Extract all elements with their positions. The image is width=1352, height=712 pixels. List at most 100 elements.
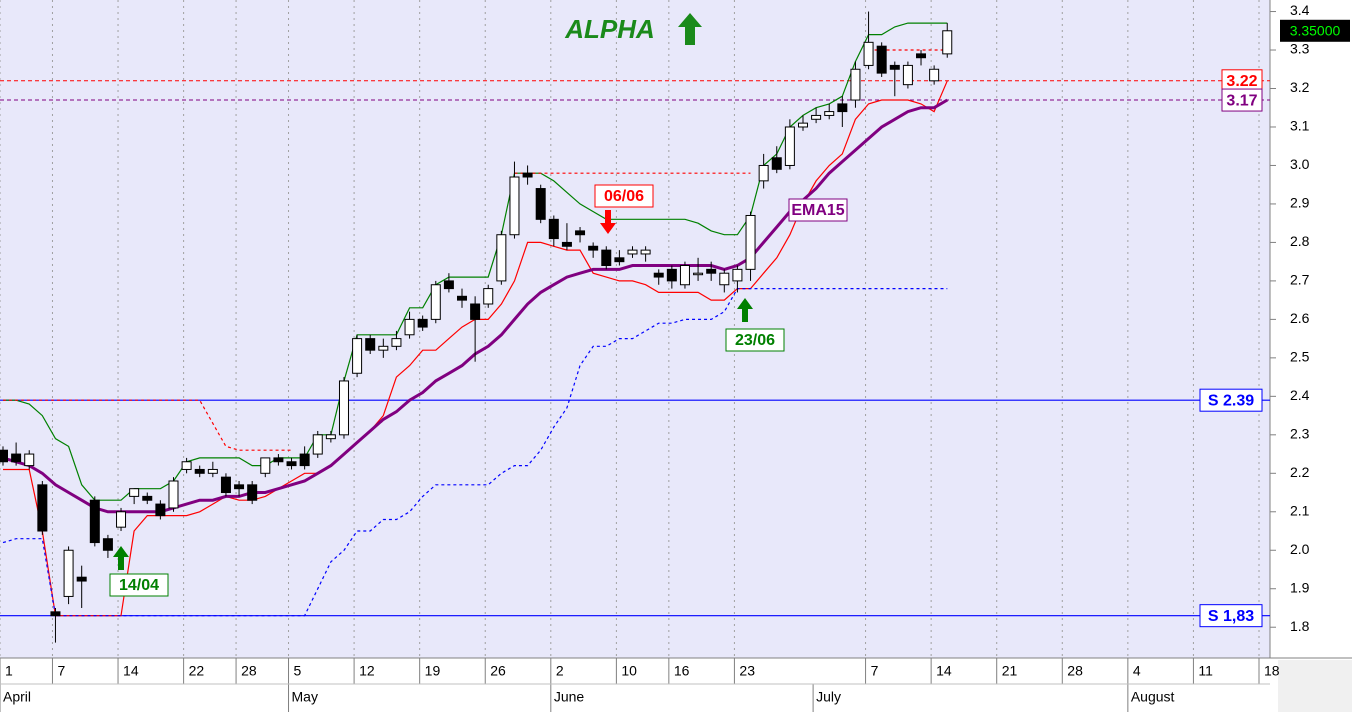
candle-body [561,241,572,247]
candle-body [116,511,127,528]
indicator-line [3,399,292,451]
y-tick-label: 3.3 [1290,41,1310,57]
level-label-box [1199,388,1263,412]
candle-body [653,272,664,278]
month-label: May [292,689,318,705]
candle-body [378,345,389,351]
x-tick-label: 5 [294,663,302,679]
y-tick-label: 1.9 [1290,579,1310,595]
candle-body [575,230,586,236]
level-label: 3.22 [1226,73,1257,90]
x-tick-label: 21 [1002,663,1018,679]
x-tick-label: 7 [871,663,879,679]
annotation-label: 06/06 [604,188,644,205]
candle-body [916,53,927,59]
annotation-arrow [600,210,616,234]
candle-body [929,68,940,82]
x-tick-label: 16 [674,663,690,679]
x-tick-label: 2 [556,663,564,679]
annotation-label: EMA15 [791,202,844,219]
candle-body [889,64,900,70]
candle-body [679,265,690,286]
candle-body [850,68,861,101]
last-price-label: 3.35000 [1290,22,1341,38]
candle-body [876,45,887,74]
candle-body [338,380,349,436]
y-tick-label: 3.1 [1290,118,1310,134]
candle-body [824,111,835,116]
candle-body [234,484,245,490]
candle-body [457,295,468,301]
month-label: June [554,689,585,705]
title-arrow [678,13,702,45]
candle-body [102,538,113,551]
candle-body [207,468,218,474]
annotation-label: 14/04 [119,577,159,594]
candle-body [902,64,913,86]
x-tick-label: 4 [1133,663,1141,679]
candle-body [24,453,35,467]
y-tick-label: 2.6 [1290,310,1310,326]
x-tick-label: 14 [123,663,139,679]
candle-body [640,249,651,255]
candle-body [693,272,704,276]
candle-body [522,172,533,178]
candle-body [391,338,402,347]
candle-body [797,122,808,128]
candle-body [155,503,166,517]
x-tick-label: 23 [739,663,755,679]
candle-body [325,434,336,440]
candle-body [129,488,140,497]
candle-body [771,157,782,170]
candle-body [745,214,756,270]
y-tick-label: 2.7 [1290,272,1310,288]
x-tick-label: 1 [5,663,13,679]
candle-body [470,303,481,320]
candle-body [299,453,310,467]
candle-body [811,114,822,120]
x-tick-label: 28 [241,663,257,679]
indicator-line [2,288,948,617]
x-axis-area [0,658,1352,712]
last-price-box [1280,19,1350,42]
candle-body [247,484,258,501]
candle-body [181,461,192,470]
month-label: August [1131,689,1175,705]
candle-body [837,103,848,113]
candle-body [732,268,743,282]
y-tick-label: 2.3 [1290,426,1310,442]
candle-body [601,249,612,267]
candle-body [863,41,874,66]
candle-body [784,126,795,166]
candle-body [706,268,717,274]
candle-body [614,257,625,263]
x-tick-label: 28 [1067,663,1083,679]
x-tick-label: 10 [621,663,637,679]
annotation-box [725,328,785,352]
y-axis-area [1270,0,1352,658]
candle-body [588,245,599,251]
candle-body [666,268,677,282]
x-tick-label: 19 [425,663,441,679]
x-tick-label: 14 [936,663,952,679]
x-tick-label: 18 [1264,663,1280,679]
candle-body [260,457,271,474]
candle-body [11,453,22,463]
plot-background [0,0,1270,658]
y-tick-label: 2.1 [1290,502,1310,518]
month-label: July [816,689,841,705]
level-label-box [1199,604,1263,628]
candle-body [63,549,74,597]
y-tick-label: 3.2 [1290,79,1310,95]
candle-body [37,484,48,532]
candle-body [417,318,428,328]
candle-body [0,449,8,463]
candle-body [220,476,231,494]
x-tick-label: 22 [189,663,205,679]
corner [1278,660,1352,712]
y-tick-label: 2.0 [1290,541,1310,557]
candle-body [758,164,769,182]
candle-body [535,188,546,220]
